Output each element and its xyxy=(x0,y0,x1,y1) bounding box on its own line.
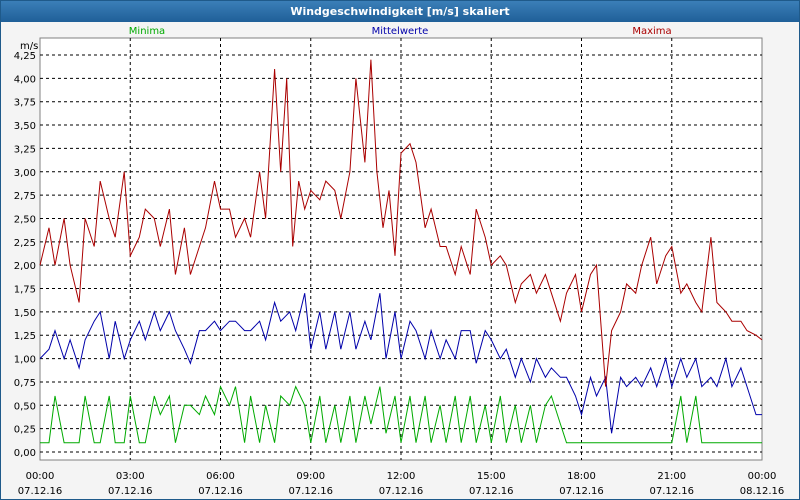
x-tick-date: 08.12.16 xyxy=(740,486,785,497)
x-tick-time: 00:00 xyxy=(26,471,55,482)
x-tick-time: 03:00 xyxy=(116,471,145,482)
y-tick-label: 2,00 xyxy=(14,261,36,272)
series-line-minima xyxy=(40,385,762,444)
y-tick-label: 2,25 xyxy=(14,238,36,249)
legend-minima: Minima xyxy=(129,26,165,37)
y-tick-label: 3,00 xyxy=(14,168,36,179)
y-tick-label: 1,25 xyxy=(14,331,36,342)
y-tick-label: 4,00 xyxy=(14,74,36,85)
x-tick-date: 07.12.16 xyxy=(108,486,153,497)
x-tick-date: 07.12.16 xyxy=(379,486,424,497)
x-tick-date: 07.12.16 xyxy=(198,486,243,497)
series-line-mittelwerte xyxy=(39,293,762,434)
y-tick-label: 1,50 xyxy=(14,308,36,319)
x-tick-time: 15:00 xyxy=(477,471,506,482)
x-tick-time: 06:00 xyxy=(206,471,235,482)
y-tick-label: 4,25 xyxy=(14,51,36,62)
x-tick-date: 07.12.16 xyxy=(18,486,63,497)
y-tick-label: 2,50 xyxy=(14,214,36,225)
x-tick-date: 07.12.16 xyxy=(559,486,604,497)
x-tick-time: 00:00 xyxy=(748,471,777,482)
legend-maxima: Maxima xyxy=(632,26,671,37)
y-tick-label: 2,75 xyxy=(14,191,36,202)
y-tick-label: 0,50 xyxy=(14,401,36,412)
x-tick-time: 09:00 xyxy=(296,471,325,482)
x-tick-time: 18:00 xyxy=(567,471,596,482)
x-tick-date: 07.12.16 xyxy=(649,486,694,497)
x-tick-time: 21:00 xyxy=(657,471,686,482)
y-tick-label: 0,25 xyxy=(14,425,36,436)
x-tick-time: 12:00 xyxy=(387,471,416,482)
x-tick-date: 07.12.16 xyxy=(288,486,333,497)
y-tick-label: 3,75 xyxy=(14,98,36,109)
y-tick-label: 0,75 xyxy=(14,378,36,389)
y-tick-label: 3,25 xyxy=(14,144,36,155)
window-title: Windgeschwindigkeit [m/s] skaliert xyxy=(1,1,799,22)
y-tick-label: 1,00 xyxy=(14,355,36,366)
y-tick-label: 0,00 xyxy=(14,448,36,459)
y-axis-label: m/s xyxy=(20,41,38,52)
legend-mittelwerte: Mittelwerte xyxy=(372,26,429,37)
x-tick-date: 07.12.16 xyxy=(469,486,514,497)
series-line-maxima xyxy=(39,59,763,387)
y-tick-label: 1,75 xyxy=(14,285,36,296)
y-tick-label: 3,50 xyxy=(14,121,36,132)
